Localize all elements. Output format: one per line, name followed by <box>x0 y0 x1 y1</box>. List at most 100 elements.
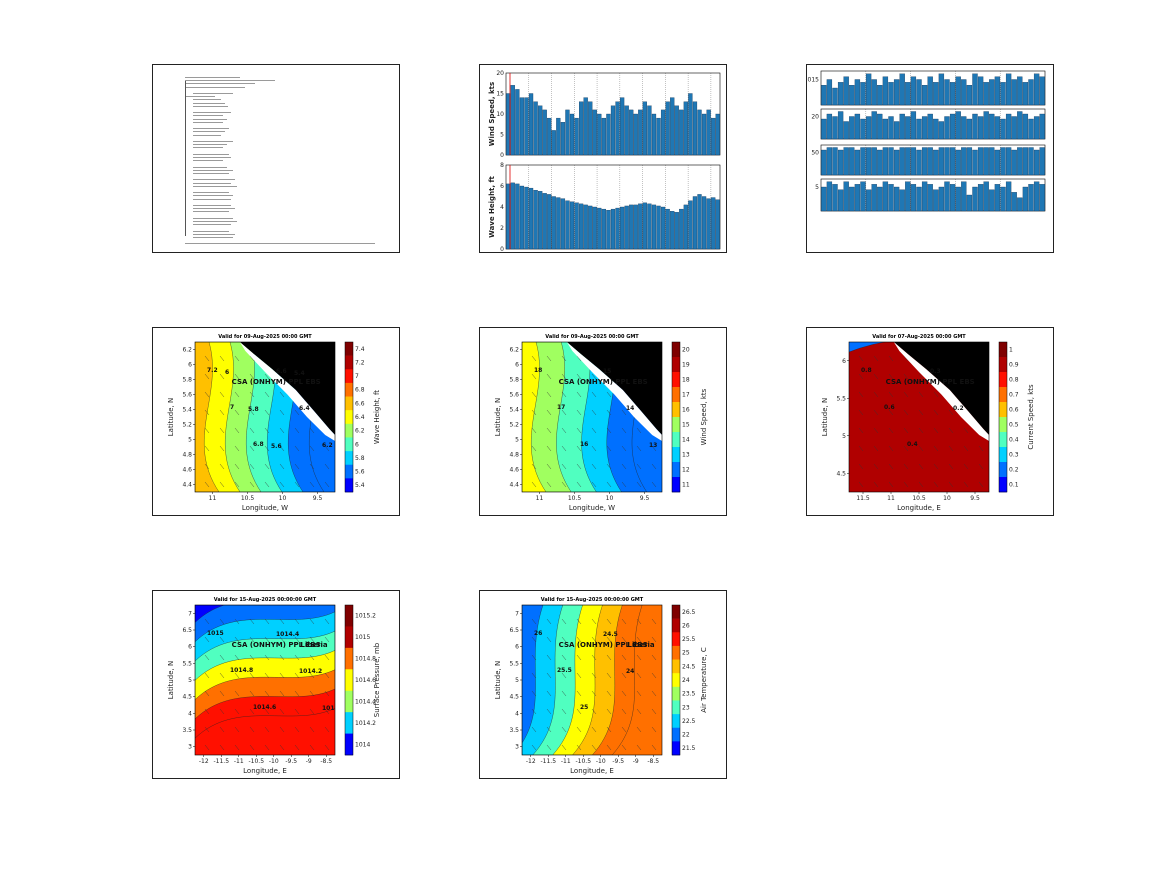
x-tick-label: 9.5 <box>970 495 980 502</box>
bar <box>701 196 707 250</box>
bar <box>949 184 956 212</box>
report-line <box>193 198 231 200</box>
colorbar-tick-label: 6.4 <box>355 414 365 421</box>
y-tick-label: 7 <box>515 610 519 617</box>
vector-arrow <box>591 373 597 380</box>
vector-arrow <box>234 708 240 715</box>
wave-height-map-thumbnail[interactable]: Valid for 09-Aug-2025 00:00 GMT 7.2 7 6.8 6.… <box>152 327 400 516</box>
bar <box>574 202 579 250</box>
bar <box>865 73 872 106</box>
bar <box>642 101 647 156</box>
y-tick-label: 5.5 <box>509 660 519 667</box>
y-tick-label: 4.8 <box>182 452 192 459</box>
x-tick-label: -8.5 <box>320 758 332 765</box>
vector-arrow <box>204 618 210 625</box>
vector-arrow <box>576 708 582 715</box>
vector-arrow <box>591 708 597 715</box>
vector-arrow <box>606 391 612 398</box>
x-tick-label: 11.5 <box>856 495 870 502</box>
bar <box>972 149 978 176</box>
air-temperature-map-thumbnail[interactable]: Valid for 15-Aug-2025 00:00:00 GMT 26 25.5… <box>479 590 727 779</box>
vector-arrow <box>591 445 597 452</box>
vector-arrow <box>621 636 627 643</box>
wind-speed-map-thumbnail[interactable]: Valid for 09-Aug-2025 00:00 GMT 18 17 16 15 1… <box>479 327 727 516</box>
vector-arrow <box>546 427 552 434</box>
report-line <box>193 128 229 130</box>
vector-arrow <box>546 672 552 679</box>
report-line <box>193 185 237 187</box>
bar <box>933 149 939 176</box>
bar <box>989 113 995 140</box>
y-tick-label: 4.6 <box>509 467 519 474</box>
bar <box>579 101 584 156</box>
y-axis-label: Latitude, N <box>494 398 502 437</box>
bar <box>899 73 905 106</box>
vector-arrow <box>546 636 552 643</box>
vector-arrow <box>918 409 924 416</box>
contour-label: 14 <box>626 405 634 412</box>
vector-arrow <box>279 445 285 452</box>
vector-arrow <box>948 427 954 434</box>
vector-arrow <box>324 726 330 733</box>
y-tick-label: 4.5 <box>836 470 846 477</box>
bar <box>1039 184 1045 212</box>
vector-arrow <box>561 427 567 434</box>
vector-arrow <box>204 654 210 661</box>
bar <box>629 204 634 250</box>
bar <box>938 73 945 106</box>
vector-arrow <box>531 744 537 751</box>
bar <box>933 189 939 212</box>
colorbar-tick-label: 17 <box>682 392 690 399</box>
bar <box>1011 192 1017 212</box>
contour-label: 5.6 <box>271 443 282 450</box>
colorbar-cell <box>345 423 353 438</box>
bar <box>1033 181 1040 212</box>
vector-arrow <box>591 391 597 398</box>
bar <box>1033 149 1040 176</box>
colorbar-tick-label: 25 <box>682 650 690 657</box>
bar <box>665 101 670 156</box>
y-tick-label: 5 <box>515 437 519 444</box>
bar <box>606 209 611 250</box>
vector-arrow <box>249 618 255 625</box>
vector-arrow <box>918 463 924 470</box>
vector-arrow <box>576 481 582 488</box>
vector-arrow <box>249 726 255 733</box>
bar <box>660 109 666 156</box>
colorbar-tick-label: 26 <box>682 622 690 629</box>
bar <box>899 189 905 212</box>
vector-arrow <box>621 427 627 434</box>
contour-label: 1015 <box>207 630 224 637</box>
vector-arrow <box>576 445 582 452</box>
report-line <box>193 112 231 114</box>
current-speed-map-thumbnail[interactable]: Valid for 07-Aug-2025 00:00 GMT 0.8 0.6 0.4… <box>806 327 1054 516</box>
coast-strip <box>566 342 662 441</box>
colorbar-cell <box>672 727 680 742</box>
report-line <box>193 99 221 101</box>
surface-pressure-map-thumbnail[interactable]: Valid for 15-Aug-2025 00:00:00 GMT 1015 10… <box>152 590 400 779</box>
timeseries-thumbnail[interactable]: 20 15 10 5 0 Wind Speed, kts 8 6 4 2 0 Wave Height,… <box>479 64 727 253</box>
vector-arrow <box>903 391 909 398</box>
colorbar-tick-label: 1014 <box>355 741 370 748</box>
report-line <box>185 243 375 245</box>
report-thumbnail[interactable] <box>152 64 400 253</box>
plot-frame <box>820 178 1046 212</box>
vector-arrow <box>324 690 330 697</box>
vector-arrow <box>309 463 315 470</box>
bar <box>921 85 928 106</box>
bar <box>679 208 684 250</box>
bar <box>706 109 711 156</box>
colorbar-cell <box>672 447 680 463</box>
vector-arrow <box>651 744 657 751</box>
multipanel-thumbnail[interactable]: 1015 20 50 5 <box>806 64 1054 253</box>
bar <box>933 82 939 106</box>
bar <box>569 201 575 250</box>
y-tick-label: 6 <box>842 358 846 365</box>
vector-arrow <box>219 672 225 679</box>
x-tick-label: 10.5 <box>912 495 926 502</box>
vector-arrow <box>546 744 552 751</box>
vector-arrow <box>903 481 909 488</box>
y-axis-label: Wave Height, ft <box>488 175 496 237</box>
bar <box>551 196 556 250</box>
vector-arrow <box>234 391 240 398</box>
